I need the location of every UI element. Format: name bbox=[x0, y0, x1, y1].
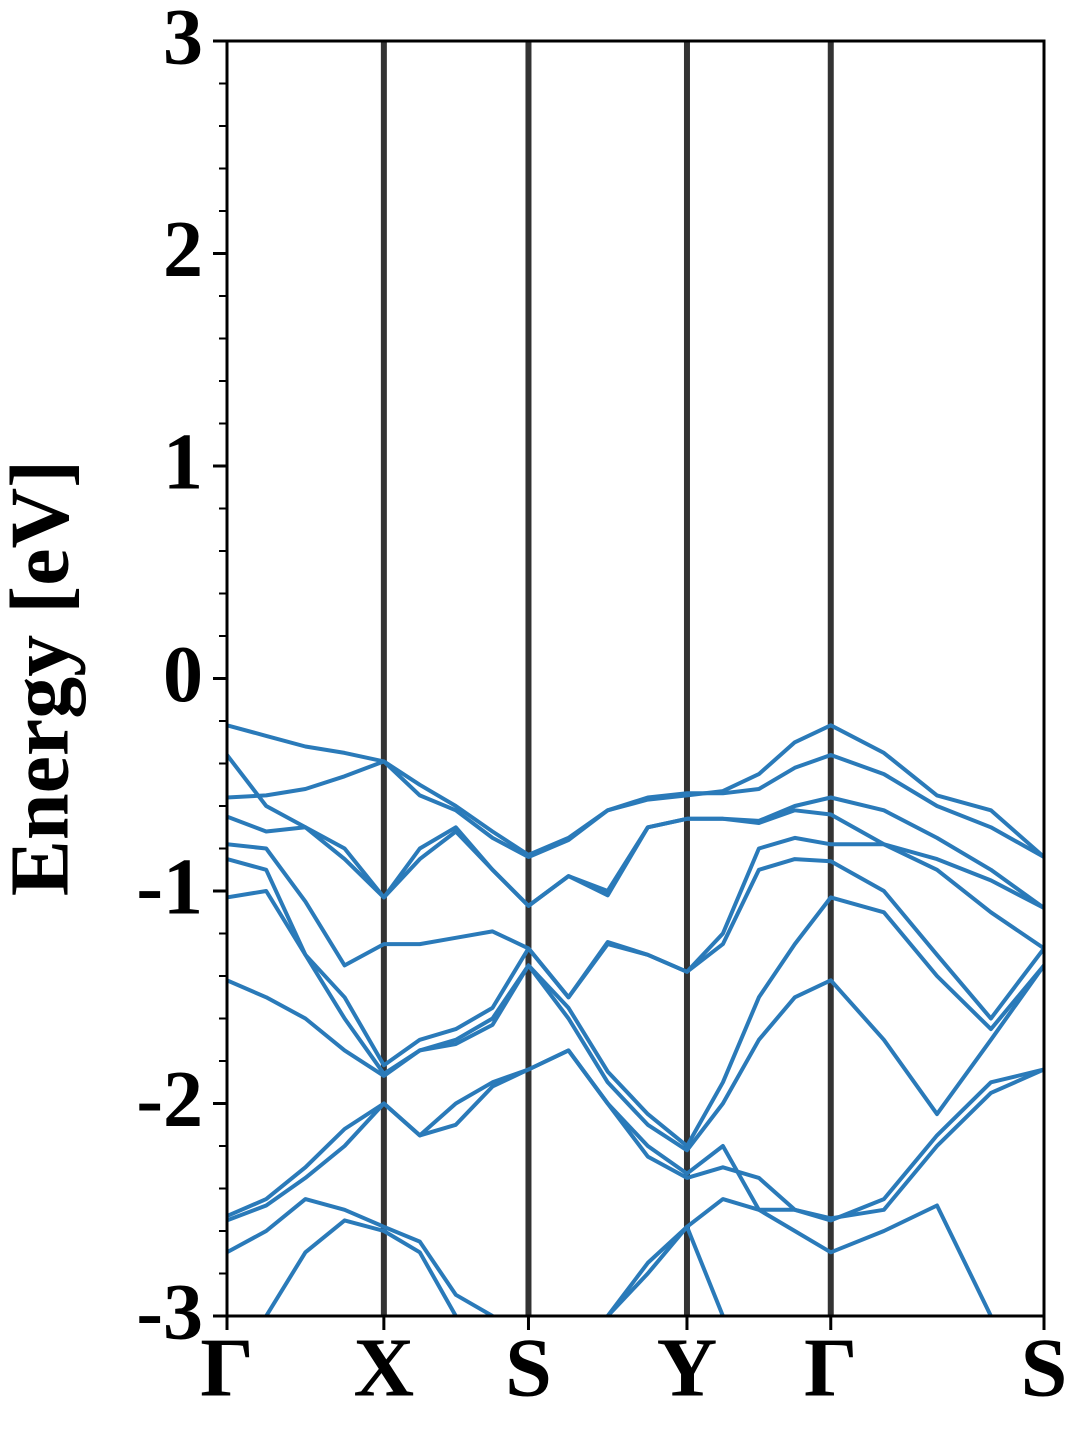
bands-layer bbox=[227, 723, 1044, 1316]
band-line bbox=[227, 1197, 993, 1316]
band-line bbox=[227, 1048, 1044, 1223]
band-line bbox=[227, 808, 1044, 910]
y-tick-label: -2 bbox=[136, 1056, 203, 1144]
band-line bbox=[227, 889, 1044, 1148]
x-tick-label: Γ bbox=[200, 1321, 253, 1414]
y-tick-label: 1 bbox=[163, 418, 203, 506]
band-line bbox=[227, 1048, 1044, 1221]
x-tick-label: X bbox=[354, 1321, 415, 1414]
x-tick-label: S bbox=[1021, 1321, 1068, 1414]
y-tick-label: -1 bbox=[136, 843, 203, 931]
y-tick-label: 0 bbox=[163, 631, 203, 719]
x-tick-label: Y bbox=[657, 1321, 718, 1414]
band-line bbox=[227, 857, 1044, 1068]
band-line bbox=[227, 723, 1044, 859]
y-tick-label: 2 bbox=[163, 206, 203, 294]
band-line bbox=[227, 963, 1044, 1153]
band-line bbox=[264, 1218, 725, 1316]
y-tick-label: -3 bbox=[136, 1268, 203, 1356]
band-line bbox=[227, 753, 1044, 910]
y-tick-label: 3 bbox=[163, 0, 203, 81]
y-axis-label: Energy [eV] bbox=[0, 460, 86, 896]
band-line bbox=[227, 753, 1044, 859]
x-tick-label: Γ bbox=[804, 1321, 857, 1414]
x-tick-label: S bbox=[505, 1321, 552, 1414]
